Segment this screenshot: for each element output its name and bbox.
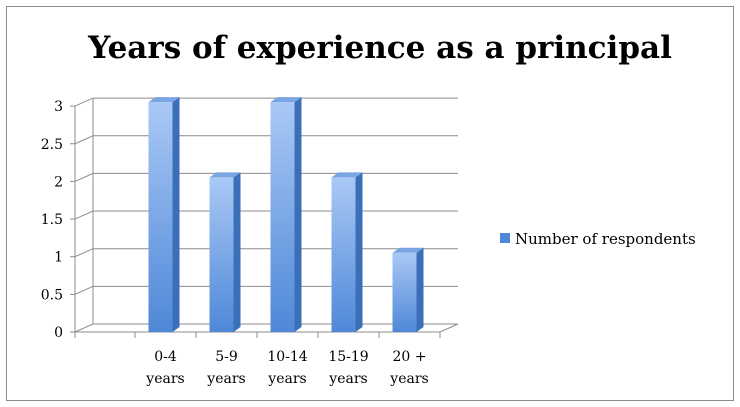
y-tick-label: 1.5 (41, 212, 63, 228)
bar-front (148, 102, 173, 332)
y-axis-tick-labels: 0 0.5 1 1.5 2 2.5 3 (41, 99, 63, 341)
x-tick-label: 10-14 (267, 349, 307, 365)
bar-side (172, 97, 180, 332)
x-tick-label: years (145, 371, 184, 387)
x-tick-label: years (389, 371, 428, 387)
bar-top (270, 97, 302, 103)
bar (331, 172, 363, 332)
bars (148, 97, 424, 332)
bar (270, 97, 302, 332)
bar (392, 247, 424, 332)
bar-side (233, 172, 241, 332)
bar-front (392, 252, 417, 332)
x-tick-label: 15-19 (328, 349, 368, 365)
chart-frame (6, 6, 734, 401)
gridline (74, 210, 458, 220)
bar-side (355, 172, 363, 332)
gridline (74, 172, 458, 182)
y-tick-label: 3 (54, 99, 63, 115)
bar-top (209, 172, 241, 178)
y-tick-label: 2.5 (41, 137, 63, 153)
bar-front (270, 102, 295, 332)
legend-label-number-of-respondents: Number of respondents (515, 230, 696, 248)
x-tick-label: years (328, 371, 367, 387)
y-tick-label: 0 (54, 325, 63, 341)
bar-top (331, 172, 363, 178)
bar (148, 97, 180, 332)
bar-side (416, 247, 424, 332)
legend: Number of respondents (500, 230, 696, 248)
x-tick-label: years (206, 371, 245, 387)
x-tick-label: 0-4 (154, 349, 177, 365)
legend-swatch-number-of-respondents (500, 233, 510, 243)
gridline (74, 97, 458, 107)
x-axis-tick-labels: 0-4 years 5-9 years 10-14 years 15-19 years 20 +… (145, 349, 428, 387)
x-tick-label: 5-9 (215, 349, 238, 365)
gridline (74, 135, 458, 145)
bar (209, 172, 241, 332)
bar-top (392, 247, 424, 253)
x-tick-label: 20 + (393, 349, 427, 365)
y-tick-label: 1 (54, 250, 63, 266)
y-tick-label: 0.5 (41, 287, 63, 303)
x-tick-label: years (267, 371, 306, 387)
bar-front (209, 177, 234, 332)
bar-top (148, 97, 180, 103)
floor-right-edge (439, 323, 459, 333)
bar-front (331, 177, 356, 332)
chart-title: Years of experience as a principal (87, 30, 672, 66)
bar-side (294, 97, 302, 332)
axes (70, 98, 459, 338)
y-tick-label: 2 (54, 174, 63, 190)
